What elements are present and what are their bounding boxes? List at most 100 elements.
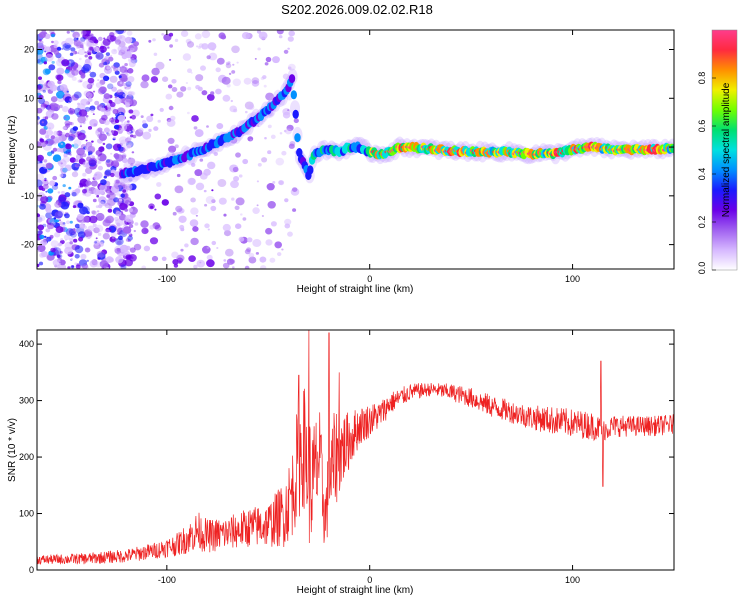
colorbar-tick-label: 0.2 xyxy=(697,216,707,229)
noise-speckle xyxy=(124,183,133,191)
noise-speckle xyxy=(67,101,71,104)
noise-speckle xyxy=(44,46,52,53)
noise-speckle xyxy=(225,63,232,69)
noise-speckle xyxy=(199,158,204,162)
noise-speckle xyxy=(72,143,79,149)
noise-speckle xyxy=(171,251,179,259)
noise-speckle xyxy=(63,116,67,120)
noise-speckle xyxy=(42,238,48,243)
noise-speckle xyxy=(153,126,159,131)
noise-speckle xyxy=(132,134,137,139)
noise-speckle xyxy=(78,48,86,55)
noise-speckle xyxy=(111,65,115,69)
noise-speckle xyxy=(128,60,136,68)
noise-speckle xyxy=(69,241,73,245)
noise-speckle xyxy=(44,53,54,62)
noise-speckle xyxy=(282,73,290,80)
noise-speckle xyxy=(84,247,91,253)
spectrogram-x-tick-label: 0 xyxy=(367,274,372,284)
noise-speckle xyxy=(56,219,60,222)
noise-speckle xyxy=(88,157,98,166)
noise-speckle xyxy=(42,184,49,190)
noise-speckle xyxy=(118,213,127,221)
noise-speckle xyxy=(37,230,43,236)
noise-speckle xyxy=(43,159,48,163)
noise-speckle xyxy=(44,235,47,238)
noise-speckle xyxy=(79,44,84,48)
noise-speckle xyxy=(51,103,61,112)
noise-speckle xyxy=(64,239,67,241)
noise-speckle xyxy=(71,76,77,81)
noise-speckle xyxy=(77,132,86,141)
noise-speckle xyxy=(102,142,106,146)
noise-speckle xyxy=(141,74,150,82)
noise-speckle xyxy=(125,81,132,87)
noise-speckle xyxy=(38,261,44,266)
noise-speckle xyxy=(95,237,98,240)
noise-speckle xyxy=(85,180,92,186)
noise-speckle xyxy=(124,63,128,67)
noise-speckle xyxy=(110,152,113,155)
noise-speckle xyxy=(234,205,240,210)
spectrogram-x-tick-label: -100 xyxy=(158,274,176,284)
noise-speckle xyxy=(142,131,152,140)
noise-speckle xyxy=(134,222,139,226)
noise-speckle xyxy=(85,167,93,174)
noise-speckle xyxy=(274,241,283,249)
noise-speckle xyxy=(200,65,206,71)
noise-speckle xyxy=(187,111,190,115)
noise-speckle xyxy=(37,118,40,123)
noise-speckle xyxy=(78,109,88,117)
noise-speckle xyxy=(56,46,62,51)
noise-speckle xyxy=(57,247,62,251)
noise-speckle xyxy=(217,179,227,187)
noise-speckle xyxy=(161,199,169,206)
noise-speckle xyxy=(222,94,231,102)
noise-speckle xyxy=(180,248,184,252)
noise-speckle xyxy=(69,131,73,134)
noise-speckle xyxy=(72,66,77,71)
noise-speckle xyxy=(96,250,105,258)
noise-speckle xyxy=(83,90,91,97)
noise-speckle xyxy=(53,217,57,220)
noise-speckle xyxy=(215,67,221,73)
noise-speckle xyxy=(190,237,199,246)
noise-speckle xyxy=(61,190,65,195)
noise-speckle xyxy=(77,213,84,221)
noise-speckle xyxy=(113,62,120,68)
noise-speckle xyxy=(62,167,68,173)
noise-speckle xyxy=(113,66,119,72)
spectrogram-blobs xyxy=(37,30,674,269)
noise-speckle xyxy=(262,75,267,80)
noise-speckle xyxy=(105,52,110,56)
noise-speckle xyxy=(206,259,215,268)
noise-speckle xyxy=(114,181,123,190)
noise-speckle xyxy=(231,197,235,201)
noise-speckle xyxy=(116,222,119,225)
spectrogram-y-tick-label: -20 xyxy=(21,240,34,250)
noise-speckle xyxy=(238,174,243,178)
noise-speckle xyxy=(206,254,213,261)
noise-speckle xyxy=(95,82,103,88)
noise-speckle xyxy=(226,61,230,66)
noise-speckle xyxy=(91,140,94,143)
noise-speckle xyxy=(127,137,131,141)
noise-speckle xyxy=(96,194,100,198)
noise-speckle xyxy=(127,68,134,74)
noise-speckle xyxy=(187,86,192,91)
noise-speckle xyxy=(99,86,107,94)
noise-speckle xyxy=(62,222,66,225)
noise-speckle xyxy=(68,108,75,115)
noise-speckle xyxy=(107,208,113,213)
noise-speckle xyxy=(126,84,132,90)
noise-speckle xyxy=(211,189,214,192)
noise-speckle xyxy=(187,68,192,73)
noise-speckle xyxy=(281,150,287,156)
noise-speckle xyxy=(157,119,161,123)
noise-speckle xyxy=(99,260,109,269)
noise-speckle xyxy=(226,258,235,265)
noise-speckle xyxy=(41,121,44,124)
noise-speckle xyxy=(60,142,63,146)
noise-speckle xyxy=(105,256,114,263)
noise-speckle xyxy=(232,266,235,269)
